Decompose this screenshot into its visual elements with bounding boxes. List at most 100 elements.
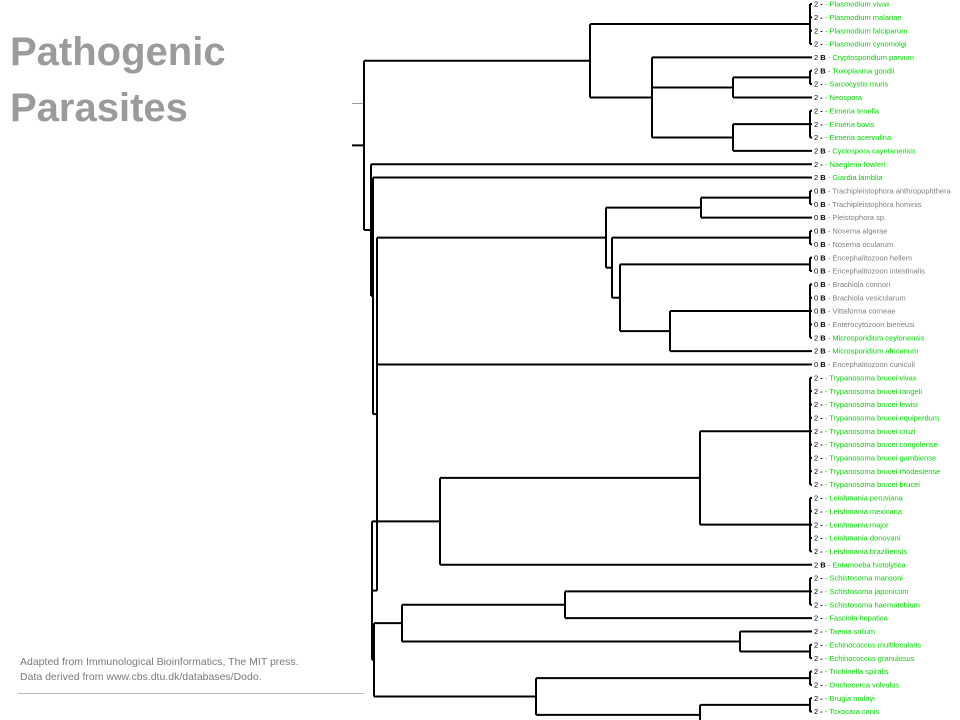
tip-flag: B [820,307,828,316]
tip-flag: B [820,360,828,369]
tip-label-47: 2 - - Taenia solium [814,627,875,636]
tip-label-39: 2 - - Leishmania major [814,520,889,529]
tip-label-9: 2 - - Eimeria bovis [814,120,875,129]
tip-label-53: 2 - - Toxocara canis [814,707,880,716]
tip-flag: - [820,707,825,716]
tip-score: 0 [814,227,820,236]
tip-name: - Eimeria tenella [825,106,880,115]
tip-flag: - [820,627,825,636]
tip-name: - Trypanosoma brucei rangeli [825,387,922,396]
tip-name: - Neospora [825,93,863,102]
tip-score: 0 [814,360,820,369]
tip-score: 2 [814,80,820,89]
tip-label-13: 2 B - Giardia lamblia [814,173,883,182]
tip-flag: - [820,93,825,102]
tip-score: 0 [814,253,820,262]
tip-flag: - [820,440,825,449]
tip-score: 2 [814,574,820,583]
tip-flag: - [820,534,825,543]
tip-flag: B [820,173,828,182]
tip-flag: - [820,574,825,583]
tip-label-27: 0 B - Encephalitozoon cuniculi [814,360,915,369]
tip-score: 2 [814,347,820,356]
tip-score: 2 [814,373,820,382]
tip-flag: - [820,694,825,703]
tip-name: - Enterocytozoon bieneusi [828,320,915,329]
tip-score: 2 [814,413,820,422]
tip-name: - Schistosoma haematobium [825,600,920,609]
tip-score: 2 [814,707,820,716]
tip-score: 2 [814,146,820,155]
tip-label-42: 2 B - Entamoeba histolytica [814,560,907,569]
tip-name: - Plasmodium falciparum [825,26,908,35]
tip-name: - Eimeria acervulina [825,133,892,142]
tip-flag: B [820,213,828,222]
tip-label-14: 0 B - Trachipleistophora anthropophthera [814,187,952,196]
title-line-2: Parasites [10,86,188,130]
tip-name: - Leishmania mexicana [825,507,903,516]
tip-label-38: 2 - - Leishmania mexicana [814,507,903,516]
tip-score: 2 [814,120,820,129]
tip-label-37: 2 - - Leishmania peruviana [814,494,904,503]
tip-label-29: 2 - - Trypanosoma brucei rangeli [814,387,922,396]
tip-score: 0 [814,293,820,302]
tip-label-5: 2 B - Toxoplasma gondii [814,66,895,75]
tip-flag: - [820,120,825,129]
tip-label-30: 2 - - Trypanosoma brucei lewisi [814,400,918,409]
tip-flag: - [820,614,825,623]
tip-label-19: 0 B - Encephalitozoon hellem [814,253,912,262]
source-note: Adapted from Immunological Bioinformatic… [20,655,299,685]
tip-name: - Echinococcus granulosus [825,654,915,663]
tip-score: 2 [814,427,820,436]
tip-name: - Echinococcus multilocularis [825,640,922,649]
tip-score: 2 [814,640,820,649]
tip-score: 2 [814,587,820,596]
tip-flag: B [820,333,828,342]
tip-name: - Nosema algerae [828,227,888,236]
tip-label-24: 0 B - Enterocytozoon bieneusi [814,320,915,329]
tip-score: 2 [814,26,820,35]
tip-score: 0 [814,320,820,329]
tip-label-41: 2 - - Leishmania braziliensis [814,547,907,556]
tip-flag: B [820,267,828,276]
tip-name: - Trichinella spiralis [825,667,889,676]
tip-score: 2 [814,173,820,182]
tip-flag: B [820,200,828,209]
tip-score: 2 [814,667,820,676]
tip-score: 0 [814,280,820,289]
tip-name: - Leishmania braziliensis [825,547,907,556]
tip-flag: - [820,13,825,22]
tip-label-46: 2 - - Fasciola hepatica [814,614,889,623]
tip-label-35: 2 - - Trypanosoma brucei rhodesiense [814,467,940,476]
title-line-1: Pathogenic [10,30,226,74]
source-note-line-2: Data derived from www.cbs.dtu.dk/databas… [20,671,262,683]
tip-name: - Nosema ocularum [828,240,893,249]
tip-label-33: 2 - - Trypanosoma brucei congolense [814,440,938,449]
tip-name: - Naegleria fowleri [825,160,886,169]
tip-label-49: 2 - - Echinococcus granulosus [814,654,915,663]
tip-label-20: 0 B - Encephalitozoon intestinalis [814,267,925,276]
footer-divider [18,693,364,694]
tip-label-16: 0 B - Pleistophora sp. [814,213,886,222]
tip-name: - Fasciola hepatica [825,614,889,623]
tree-branches [352,3,812,720]
tip-name: - Brachiola connori [828,280,891,289]
tip-flag: - [820,80,825,89]
tip-score: 2 [814,0,820,9]
tip-label-50: 2 - - Trichinella spiralis [814,667,889,676]
tip-score: 2 [814,454,820,463]
tip-name: - Trypanosoma brucei lewisi [825,400,918,409]
tip-flag: - [820,600,825,609]
tip-name: - Plasmodium cynomolgi [825,40,907,49]
tip-label-6: 2 - - Sarcocystis muris [814,80,888,89]
tip-flag: - [820,520,825,529]
tip-label-11: 2 B - Cyclospora cayetanensis [814,146,916,155]
tip-score: 2 [814,53,820,62]
tip-flag: - [820,654,825,663]
tip-name: - Microsporidium africanum [828,347,918,356]
tip-name: - Entamoeba histolytica [828,560,907,569]
tip-name: - Trypanosoma brucei equiperdum [825,413,939,422]
tip-label-18: 0 B - Nosema ocularum [814,240,893,249]
tip-name: - Trachipleistophora anthropophthera [828,187,952,196]
tip-score: 2 [814,93,820,102]
